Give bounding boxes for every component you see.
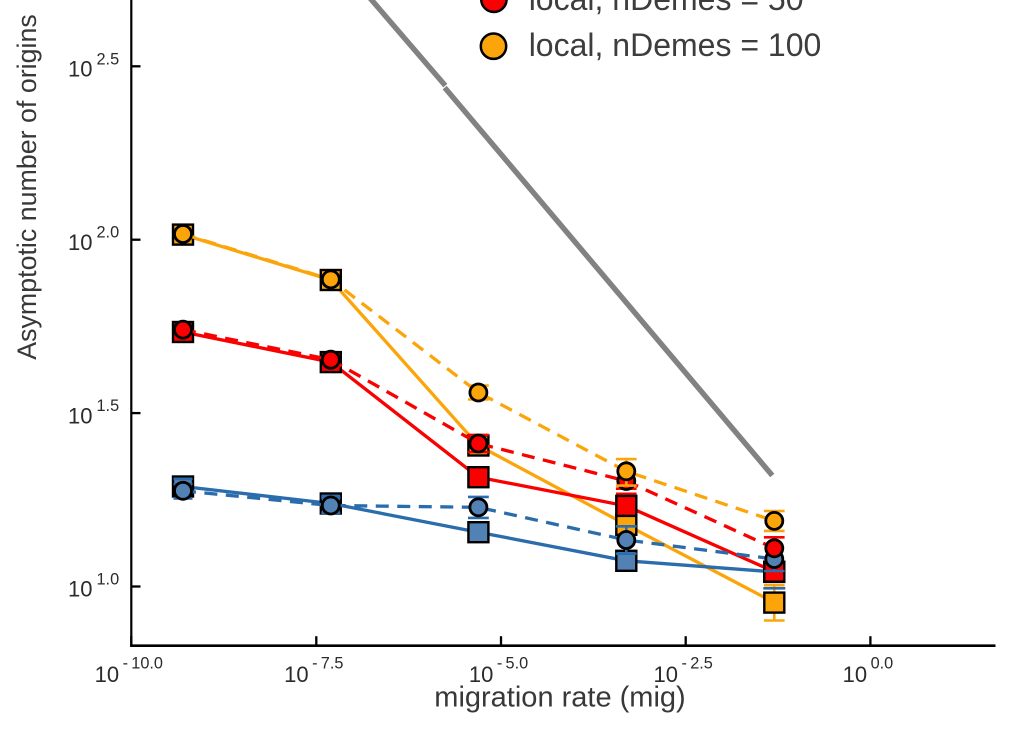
svg-text:local, nDemes = 100: local, nDemes = 100	[529, 27, 822, 63]
svg-text:10‑ 10.0: 10 ‑ 10.0	[95, 654, 163, 686]
svg-text:101.5: 10 1.5	[68, 397, 119, 428]
svg-text:100.0: 10 0.0	[843, 654, 894, 686]
svg-text:Asymptotic number of origins: Asymptotic number of origins	[12, 14, 42, 360]
svg-text:102.0: 10 2.0	[68, 224, 119, 255]
svg-text:migration rate (mig): migration rate (mig)	[434, 682, 685, 714]
svg-text:102.5: 10 2.5	[68, 50, 119, 81]
svg-text:local, nDemes = 50: local, nDemes = 50	[529, 0, 804, 17]
svg-text:101.0: 10 1.0	[68, 571, 119, 602]
svg-text:10‑ 7.5: 10 ‑ 7.5	[284, 654, 343, 686]
